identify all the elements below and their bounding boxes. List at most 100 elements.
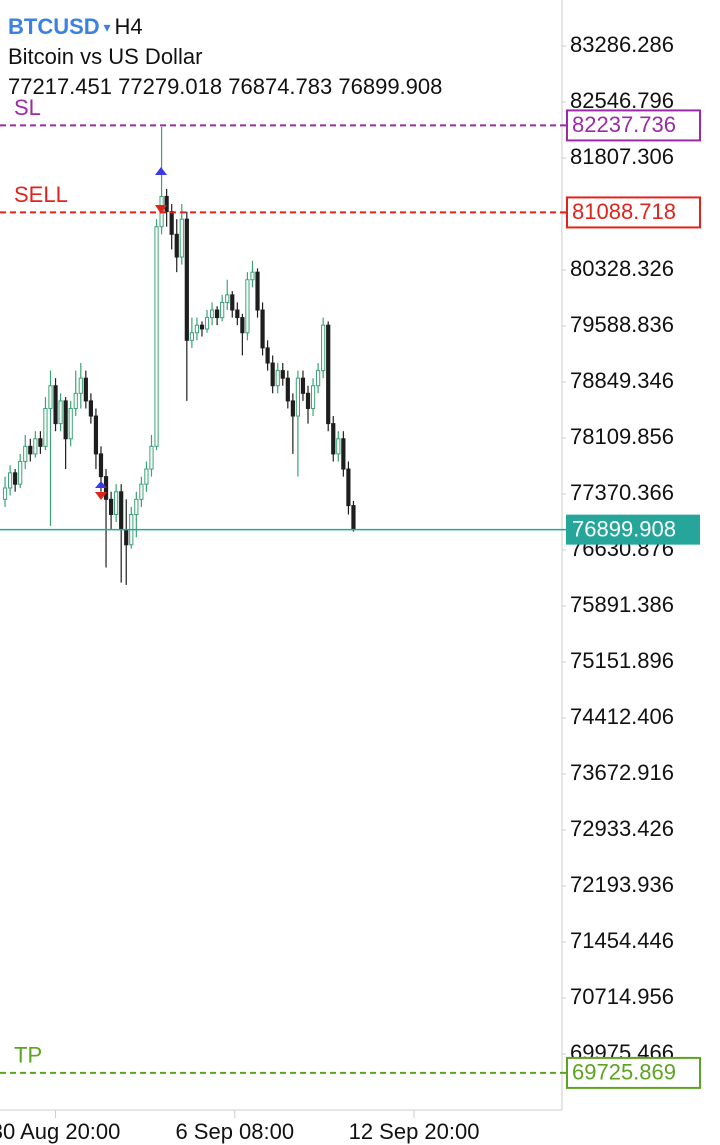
candle-body — [285, 377, 290, 402]
ohlc-header: 77217.451 77279.018 76874.783 76899.908 — [8, 74, 442, 99]
candle-body — [149, 445, 154, 470]
candle-body — [240, 317, 245, 334]
level-name: TP — [14, 1043, 42, 1068]
level-price: 82237.736 — [572, 112, 676, 137]
candle-body — [300, 377, 306, 394]
candle-body — [225, 294, 230, 303]
trade-markers — [95, 167, 167, 500]
high-value: 77279.018 — [118, 74, 222, 99]
candle-body — [265, 347, 270, 364]
candle-body — [164, 195, 169, 213]
candle-body — [215, 309, 220, 319]
candle-body — [124, 529, 129, 546]
candle-body — [184, 218, 189, 341]
x-tick-label: 12 Sep 20:00 — [349, 1119, 480, 1144]
level-price: 69725.869 — [572, 1060, 676, 1085]
y-tick-label: 81807.306 — [570, 144, 674, 169]
candle-body — [230, 294, 235, 311]
candle-body — [255, 271, 260, 311]
y-tick-label: 74412.406 — [570, 704, 674, 729]
level-box — [566, 1056, 701, 1089]
candle-body — [83, 377, 88, 402]
candle-body — [194, 324, 200, 334]
candle-body — [351, 505, 356, 531]
candle-body — [73, 392, 78, 409]
candle-body — [154, 226, 159, 447]
buy-arrow — [155, 167, 167, 175]
open-value: 77217.451 — [8, 74, 112, 99]
candle-body — [63, 400, 68, 440]
candle-body — [290, 400, 295, 417]
candle-body — [93, 415, 99, 455]
y-tick-label: 75891.386 — [570, 592, 674, 617]
symbol: BTCUSD — [8, 14, 100, 39]
candle-body — [204, 317, 210, 330]
candle-body — [134, 498, 139, 515]
candle-body — [68, 407, 73, 440]
y-tick-label: 77370.366 — [570, 480, 674, 505]
candle-body — [33, 438, 38, 455]
y-tick-label: 80328.326 — [570, 256, 674, 281]
y-tick-label: 83286.286 — [570, 32, 674, 57]
level-price: 81088.718 — [572, 199, 676, 224]
x-tick-label: 6 Sep 08:00 — [175, 1119, 294, 1144]
candle-body — [235, 309, 240, 319]
candle-body — [305, 392, 311, 409]
y-tick-label: 72193.936 — [570, 872, 674, 897]
low-value: 76874.783 — [228, 74, 332, 99]
candle-body — [7, 472, 13, 489]
last-price-label: 76899.908 — [572, 516, 676, 541]
sell-arrow — [95, 492, 107, 500]
candle-body — [23, 445, 28, 462]
candle-body — [280, 370, 285, 379]
candle-body — [295, 377, 301, 417]
y-tick-label: 82546.796 — [570, 88, 674, 113]
y-tick-label: 79588.836 — [570, 312, 674, 337]
level-name: SL — [14, 95, 41, 120]
y-tick-label: 72933.426 — [570, 816, 674, 841]
candle-body — [189, 332, 194, 341]
level-box — [566, 109, 701, 142]
candle-body — [321, 324, 326, 372]
candle-body — [38, 438, 43, 447]
candle-body — [220, 301, 225, 319]
y-tick-label: 78109.856 — [570, 424, 674, 449]
candle-body — [209, 309, 215, 319]
y-tick-label: 78849.346 — [570, 368, 674, 393]
dropdown-icon[interactable]: ▾ — [100, 19, 115, 35]
candle-body — [28, 445, 33, 455]
candle-body — [179, 218, 184, 258]
candle-body — [341, 438, 346, 470]
y-tick-label: 71454.446 — [570, 928, 674, 953]
candle-body — [108, 498, 114, 515]
candle-body — [316, 370, 321, 387]
level-box — [566, 196, 701, 229]
y-tick-label: 73672.916 — [570, 760, 674, 785]
candle-body — [114, 491, 119, 515]
candle-body — [331, 423, 336, 455]
candle-body — [174, 233, 179, 258]
candle-body — [270, 362, 275, 387]
sell-arrow — [155, 205, 167, 214]
candle-body — [250, 271, 255, 281]
candle-body — [336, 438, 341, 455]
candle-body — [78, 377, 83, 394]
candle-body — [13, 472, 18, 485]
candle-body — [326, 324, 331, 425]
candle-body — [53, 385, 58, 425]
close-value: 76899.908 — [338, 74, 442, 99]
candle-body — [43, 407, 48, 447]
candle-body — [245, 279, 250, 334]
chart-title: Bitcoin vs US Dollar — [8, 44, 202, 69]
y-tick-label: 70714.956 — [570, 984, 674, 1009]
y-tick-label: 75151.896 — [570, 648, 674, 673]
level-name: SELL — [14, 182, 68, 207]
candle-body — [169, 211, 174, 235]
candle-body — [18, 460, 23, 485]
candle-body — [2, 487, 8, 500]
candle-body — [144, 468, 149, 485]
buy-arrow — [95, 481, 107, 488]
candle-body — [346, 468, 351, 507]
